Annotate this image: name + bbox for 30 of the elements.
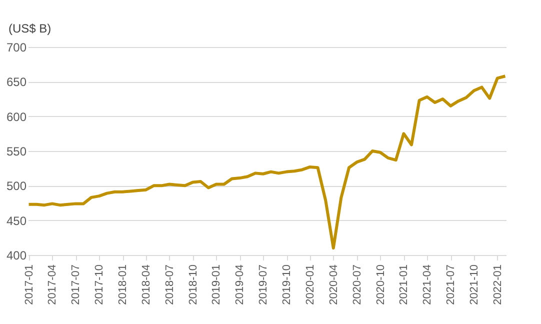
x-tick-label: 2019-04 [234, 264, 246, 305]
y-tick-label: 450 [6, 214, 27, 228]
y-tick-label: 550 [6, 144, 27, 158]
x-tick-label: 2021-07 [445, 264, 458, 305]
x-tick-label: 2021-01 [398, 264, 410, 305]
x-tick-label: 2021-04 [422, 264, 434, 305]
y-tick-label: 500 [6, 179, 27, 194]
x-tick-label: 2018-10 [187, 264, 200, 305]
x-tick-label: 2020-01 [304, 264, 316, 305]
x-tick-label: 2018-04 [140, 264, 152, 305]
y-tick-label: 700 [6, 40, 27, 54]
y-tick-label: 650 [6, 75, 27, 90]
x-tick-label: 2022-01 [492, 264, 504, 305]
x-tick-label: 2019-01 [210, 264, 223, 305]
x-tick-label: 2017-04 [46, 264, 59, 305]
x-tick-label: 2021-10 [468, 264, 480, 305]
y-tick-label: 400 [6, 248, 27, 262]
line-series [27, 74, 507, 250]
x-tick-label: 2017-07 [70, 264, 82, 305]
x-tick-label: 2017-01 [23, 264, 36, 305]
x-tick-label: 2019-10 [281, 264, 294, 305]
x-tick-label: 2017-10 [94, 264, 106, 305]
y-tick-label: 600 [6, 110, 27, 124]
x-tick-label: 2019-07 [258, 264, 270, 305]
x-tick-label: 2020-10 [374, 264, 387, 305]
x-tick-label: 2018-01 [117, 264, 130, 305]
y-axis-title: (US$ B) [8, 22, 52, 36]
x-tick-label: 2020-07 [351, 264, 364, 305]
x-tick-label: 2018-07 [164, 264, 176, 305]
x-tick-label: 2020-04 [328, 264, 340, 305]
